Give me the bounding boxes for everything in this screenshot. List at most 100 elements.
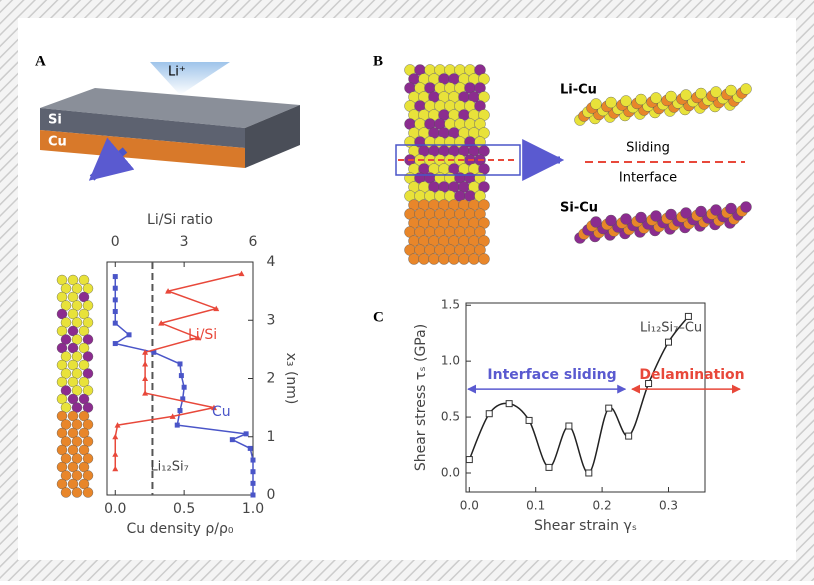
- atom-column: [405, 65, 490, 265]
- series-label: Li/Si: [188, 327, 217, 343]
- marker: [113, 341, 118, 346]
- marker: [566, 423, 572, 429]
- atom: [72, 488, 82, 498]
- slab-label: Li-Cu: [560, 83, 597, 98]
- atom: [459, 254, 470, 265]
- y-tick-label: 0: [267, 487, 276, 503]
- marker: [230, 437, 235, 442]
- atom: [621, 96, 632, 107]
- marker: [466, 457, 472, 463]
- atom: [726, 85, 737, 96]
- text: Interface: [619, 171, 677, 186]
- atom: [681, 208, 692, 219]
- atom: [606, 97, 617, 108]
- atom: [666, 91, 677, 102]
- y-tick-label: 1.5: [441, 298, 460, 312]
- ion-label: Li⁺: [168, 65, 186, 80]
- annotation: Li₁₂Si₇–Cu: [640, 321, 702, 336]
- marker: [586, 470, 592, 476]
- marker: [685, 313, 691, 319]
- atom: [61, 488, 71, 498]
- atom: [636, 94, 647, 105]
- atom: [726, 203, 737, 214]
- y-tick-label: 0.0: [441, 465, 460, 479]
- layer-label: Cu: [48, 135, 67, 150]
- panel-label: C: [373, 309, 384, 325]
- atom-column: [57, 275, 93, 498]
- x2-tick-label: 0: [111, 234, 120, 250]
- figure: A Li⁺ Si Cu B Li-Cu Sliding Interface Si…: [0, 0, 814, 581]
- atom: [439, 254, 450, 265]
- marker: [113, 309, 118, 314]
- x2-tick-label: 3: [180, 234, 189, 250]
- marker: [113, 321, 118, 326]
- atom: [83, 488, 93, 498]
- y-tick-label: 1: [267, 429, 276, 445]
- marker: [244, 431, 249, 436]
- slab-label: Si-Cu: [560, 201, 598, 216]
- series-label: Cu: [212, 404, 231, 420]
- atom: [696, 88, 707, 99]
- y-axis-label: x₃ (nm): [283, 353, 299, 405]
- atom: [651, 93, 662, 104]
- atom: [711, 205, 722, 216]
- marker: [113, 286, 118, 291]
- atom: [711, 87, 722, 98]
- marker: [251, 493, 256, 498]
- atom: [479, 254, 490, 265]
- marker: [113, 297, 118, 302]
- marker: [113, 274, 118, 279]
- atom: [651, 211, 662, 222]
- atom: [741, 84, 752, 95]
- atom: [591, 99, 602, 110]
- marker: [175, 423, 180, 428]
- marker: [251, 469, 256, 474]
- marker: [251, 481, 256, 486]
- atom: [469, 254, 480, 265]
- atom: [666, 209, 677, 220]
- atom: [409, 254, 420, 265]
- marker: [626, 433, 632, 439]
- atom: [696, 206, 707, 217]
- marker: [248, 446, 253, 451]
- atom: [591, 217, 602, 228]
- atom: [429, 254, 440, 265]
- atom: [449, 254, 460, 265]
- atom: [606, 215, 617, 226]
- x-axis-label: Shear strain γₛ: [534, 518, 637, 534]
- marker: [178, 361, 183, 366]
- x-tick-label: 0.3: [659, 499, 678, 513]
- x-tick-label: 0.0: [104, 501, 126, 517]
- reference-label: Li₁₂Si₇: [150, 460, 188, 475]
- atom: [741, 202, 752, 213]
- marker: [606, 405, 612, 411]
- x-tick-label: 1.0: [242, 501, 264, 517]
- marker: [526, 417, 532, 423]
- x-tick-label: 0.1: [526, 499, 545, 513]
- marker: [182, 385, 187, 390]
- x-tick-label: 0.5: [173, 501, 195, 517]
- annotation: Delamination: [639, 367, 744, 383]
- atom: [419, 254, 430, 265]
- y-tick-label: 1.0: [441, 354, 460, 368]
- x-axis-label: Cu density ρ/ρ₀: [127, 521, 234, 537]
- marker: [486, 411, 492, 417]
- x-tick-label: 0.0: [460, 499, 479, 513]
- y-tick-label: 3: [267, 312, 276, 328]
- marker: [178, 408, 183, 413]
- annotation: Interface sliding: [487, 367, 616, 383]
- layer-label: Si: [48, 113, 62, 128]
- atom: [636, 212, 647, 223]
- marker: [665, 339, 671, 345]
- x-tick-label: 0.2: [593, 499, 612, 513]
- y-tick-label: 0.5: [441, 410, 460, 424]
- y-tick-label: 2: [267, 371, 276, 387]
- atom: [681, 90, 692, 101]
- x2-tick-label: 6: [249, 234, 258, 250]
- y-tick-label: 4: [267, 254, 276, 270]
- x2-axis-label: Li/Si ratio: [147, 212, 213, 228]
- y-axis-label: Shear stress τₛ (GPa): [413, 324, 429, 471]
- text: Sliding: [626, 141, 670, 156]
- marker: [179, 373, 184, 378]
- marker: [546, 464, 552, 470]
